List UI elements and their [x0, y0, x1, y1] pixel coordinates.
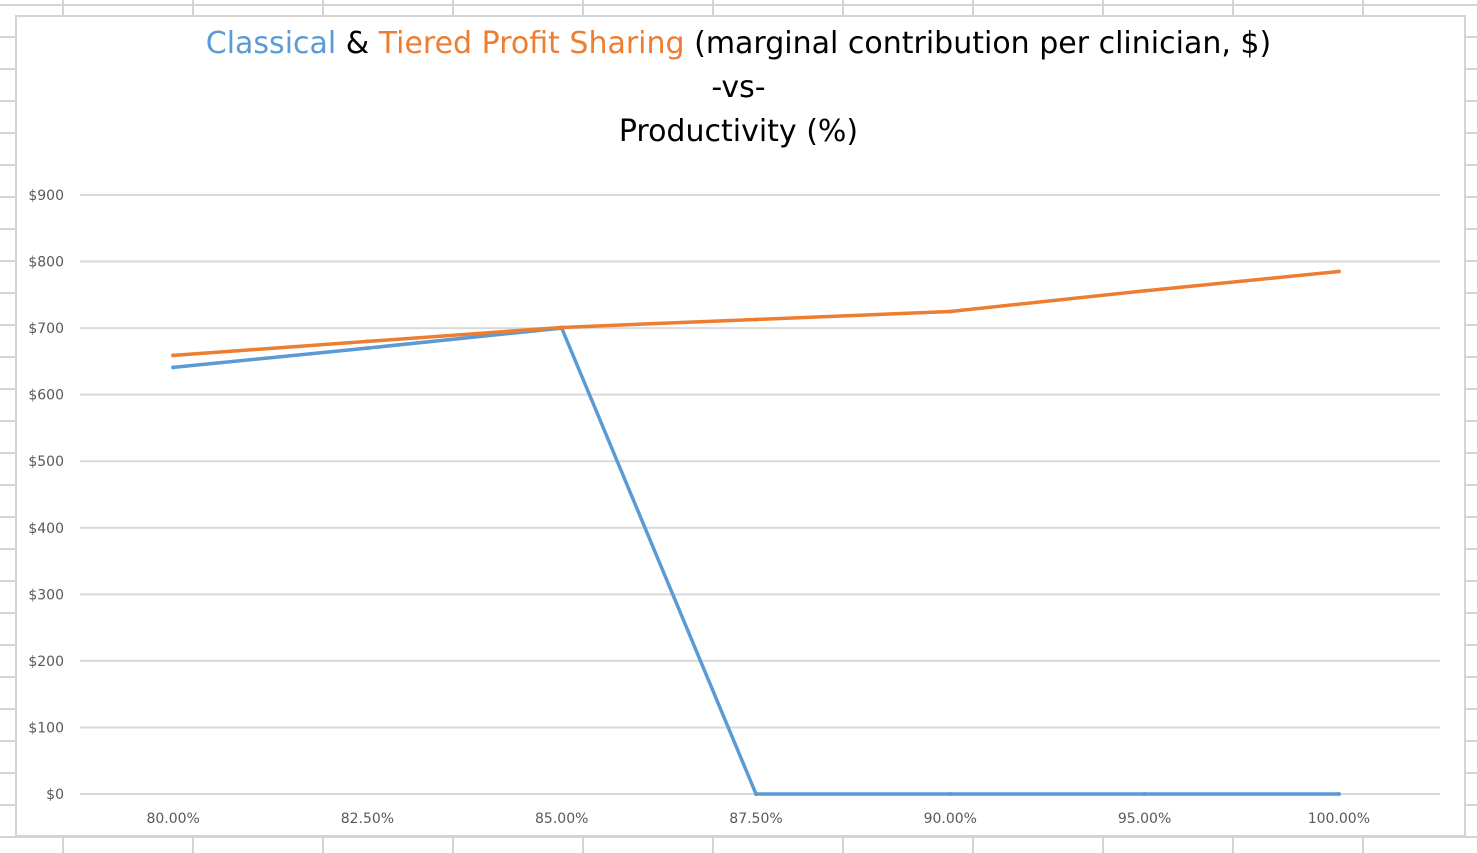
title-productivity: Productivity (%) [618, 114, 859, 149]
title-amp: & [336, 26, 379, 61]
series-line-tiered[interactable] [171, 269, 1341, 358]
chart-area[interactable] [15, 15, 1466, 837]
series-line-classical[interactable] [171, 326, 1341, 796]
x-tick-label: 85.00% [535, 811, 588, 827]
x-tick-label: 87.50% [729, 811, 782, 827]
x-tick-label: 80.00% [146, 811, 199, 827]
y-tick-label: $900 [28, 188, 64, 204]
y-tick-label: $200 [28, 654, 64, 670]
y-tick-label: $0 [46, 787, 64, 803]
y-tick-label: $300 [28, 587, 64, 603]
data-point-tiered[interactable] [365, 339, 370, 344]
data-point-tiered[interactable] [1336, 269, 1341, 274]
title-rest: (marginal contribution per clinician, $) [684, 26, 1272, 61]
data-point-tiered[interactable] [1142, 288, 1147, 293]
y-tick-label: $700 [28, 321, 64, 337]
data-point-tiered[interactable] [754, 317, 758, 322]
data-point-tiered[interactable] [559, 325, 564, 330]
data-point-tiered[interactable] [948, 309, 953, 314]
x-tick-label: 95.00% [1118, 811, 1171, 827]
data-point-classical[interactable] [1142, 792, 1147, 796]
title-classical: Classical [205, 26, 337, 61]
y-tick-label: $400 [28, 521, 64, 537]
data-point-classical[interactable] [948, 792, 953, 796]
x-tick-label: 100.00% [1308, 811, 1370, 827]
data-point-tiered[interactable] [171, 353, 176, 358]
data-point-classical[interactable] [1336, 792, 1341, 796]
x-tick-label: 90.00% [924, 811, 977, 827]
y-tick-label: $500 [28, 454, 64, 470]
y-tick-label: $600 [28, 388, 64, 404]
data-point-classical[interactable] [171, 365, 176, 370]
x-tick-label: 82.50% [341, 811, 394, 827]
title-tiered: Tiered Profit Sharing [378, 26, 685, 61]
title-vs: -vs- [711, 70, 766, 105]
chart-title: Classical & Tiered Profit Sharing (margi… [0, 22, 1477, 154]
data-point-classical[interactable] [365, 346, 370, 351]
y-tick-label: $800 [28, 255, 64, 271]
y-tick-label: $100 [28, 720, 64, 736]
data-point-classical[interactable] [754, 792, 758, 796]
